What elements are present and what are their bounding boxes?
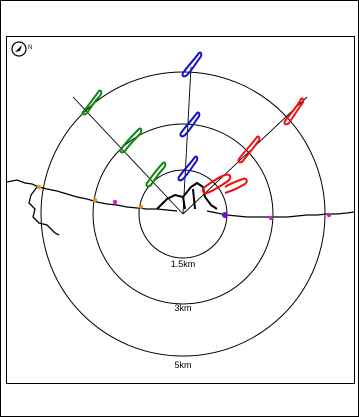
coastline-left: [6, 179, 178, 212]
green-glyphs: [81, 89, 167, 188]
ray-red: [182, 96, 308, 215]
green-glyph-outer: [81, 89, 103, 116]
ring-3km: [92, 123, 274, 305]
map-svg: 1.5km 3km 5km: [6, 41, 355, 370]
coast-markers: [36, 184, 332, 221]
blue-glyph-mid: [179, 111, 201, 138]
red-glyph-mid: [237, 135, 261, 164]
river-inlet: [28, 186, 60, 236]
marker-orange-1: [36, 184, 42, 190]
blue-glyphs: [177, 51, 203, 182]
marker-orange-3: [138, 204, 144, 210]
marker-magenta-2: [268, 215, 274, 221]
ray-green: [72, 96, 184, 215]
ring-label-5km: 5km: [174, 360, 191, 370]
green-glyph-inner: [145, 161, 167, 188]
compass-circle: [11, 41, 27, 57]
coastline-right: [206, 210, 355, 218]
marker-magenta-3: [326, 212, 332, 218]
compass-north-icon: N: [11, 41, 32, 57]
direction-lines: [72, 66, 308, 215]
coastline: [6, 179, 355, 236]
marker-orange-2: [92, 197, 98, 203]
compass-needle: [15, 45, 22, 52]
compass-label: N: [28, 45, 32, 51]
green-glyph-mid: [119, 127, 143, 154]
red-glyph-outer: [283, 97, 305, 126]
marker-magenta-1: [112, 199, 118, 205]
red-glyph-inner: [201, 173, 248, 195]
blue-glyph-inner: [177, 155, 199, 182]
red-glyphs: [201, 97, 305, 195]
ray-blue: [182, 66, 192, 215]
blue-glyph-outer: [181, 51, 203, 78]
ring-label-1-5km: 1.5km: [171, 259, 196, 269]
marker-purple-1: [222, 212, 228, 218]
map-panel: 1.5km 3km 5km: [6, 36, 355, 384]
ring-label-3km: 3km: [174, 303, 191, 313]
